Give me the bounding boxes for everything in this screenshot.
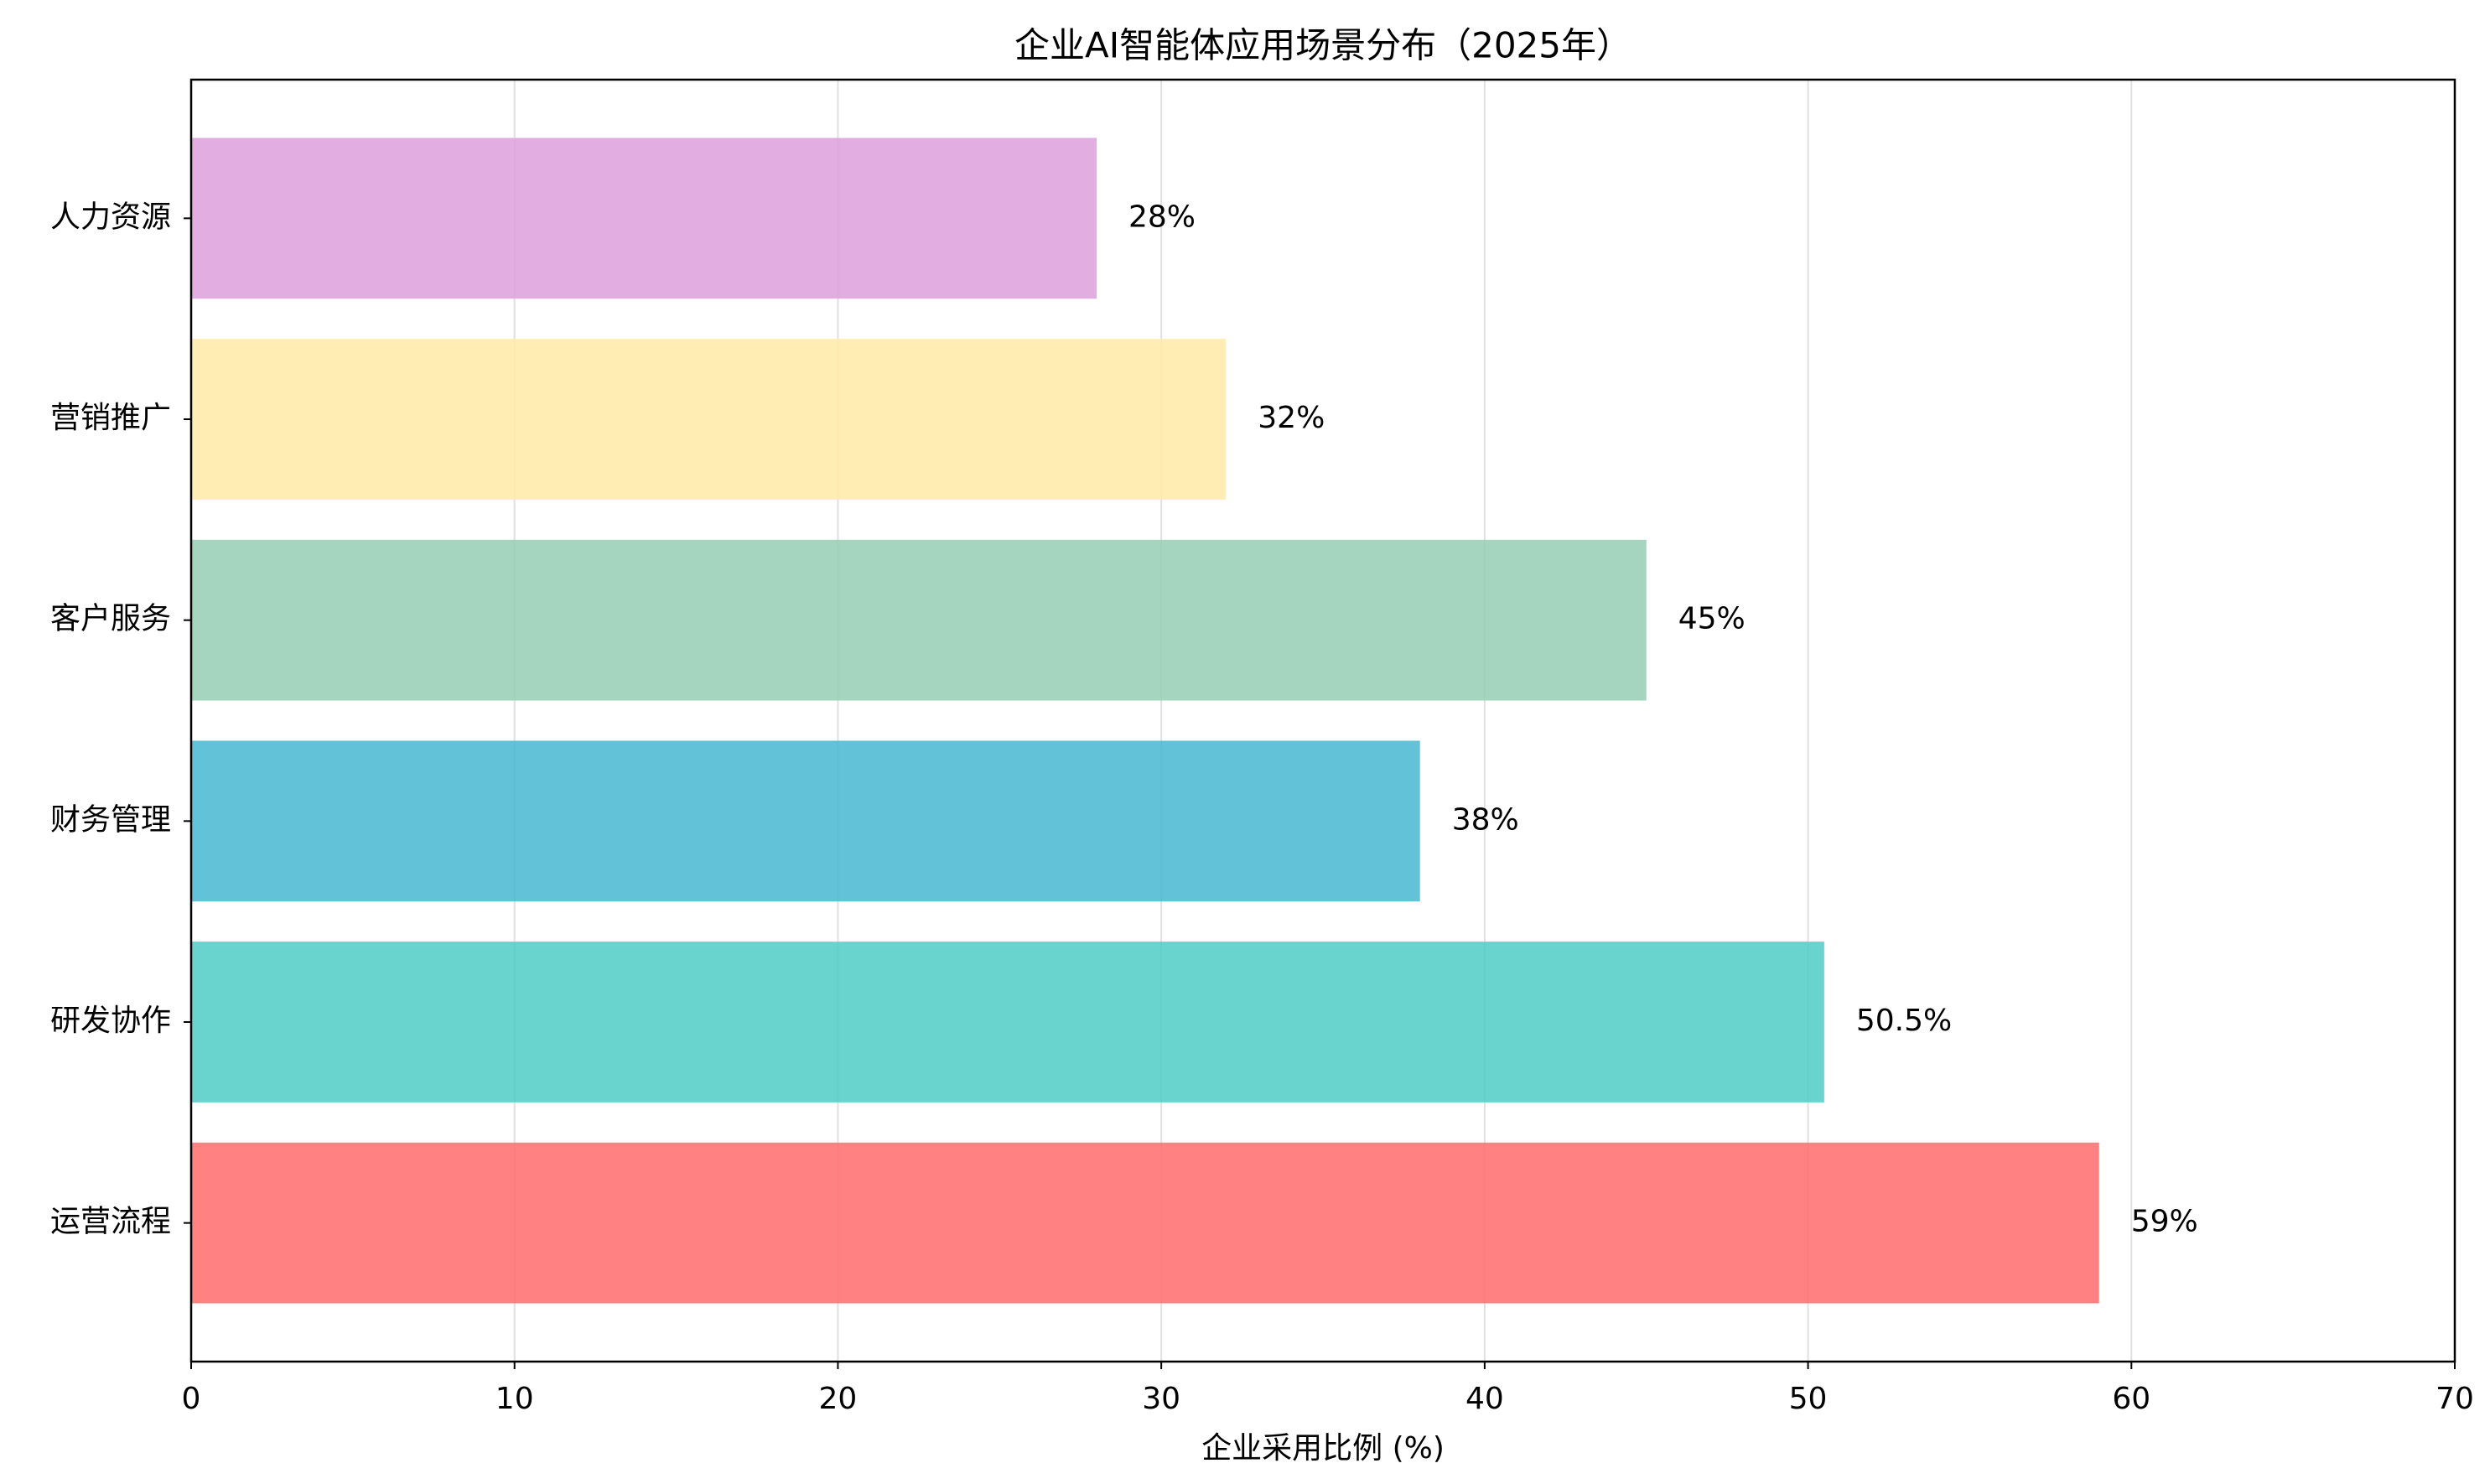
value-label: 59%: [2131, 1205, 2198, 1239]
bars: 59% 50.5% 38% 45% 32% 28%: [191, 138, 2198, 1304]
x-tick-label: 10: [495, 1382, 534, 1416]
x-tick-label: 60: [2112, 1382, 2150, 1416]
value-label: 38%: [1452, 802, 1519, 837]
axes: 0 10 20 30 40 50 60 70 运营流程 研发协作 财务管理 客户服务 营销推广 人力资源: [50, 78, 2474, 1416]
value-label: 50.5%: [1856, 1004, 1952, 1038]
x-axis-label: 企业采用比例 (%): [1201, 1431, 1445, 1466]
value-label: 45%: [1678, 602, 1746, 636]
y-tick-label: 营销推广: [50, 401, 171, 435]
x-tick-label: 20: [819, 1382, 858, 1416]
bar: [191, 138, 1097, 299]
bar: [191, 740, 1420, 902]
x-tick-label: 0: [182, 1382, 201, 1416]
y-tick-label: 人力资源: [50, 200, 171, 234]
bar: [191, 339, 1227, 500]
x-tick-label: 40: [1465, 1382, 1504, 1416]
bar: [191, 942, 1824, 1103]
plot-frame: [189, 78, 2456, 1363]
value-label: 28%: [1128, 200, 1196, 234]
y-tick-label: 研发协作: [50, 1004, 171, 1038]
x-tick-label: 30: [1142, 1382, 1180, 1416]
chart-title: 企业AI智能体应用场景分布（2025年）: [1014, 25, 1631, 66]
y-tick-label: 运营流程: [50, 1205, 171, 1239]
bar: [191, 539, 1647, 701]
x-tick-label: 50: [1789, 1382, 1828, 1416]
y-tick-label: 财务管理: [50, 802, 171, 837]
bar: [191, 1142, 2099, 1304]
value-label: 32%: [1258, 401, 1325, 435]
x-tick-label: 70: [2436, 1382, 2474, 1416]
y-tick-label: 客户服务: [50, 602, 171, 636]
